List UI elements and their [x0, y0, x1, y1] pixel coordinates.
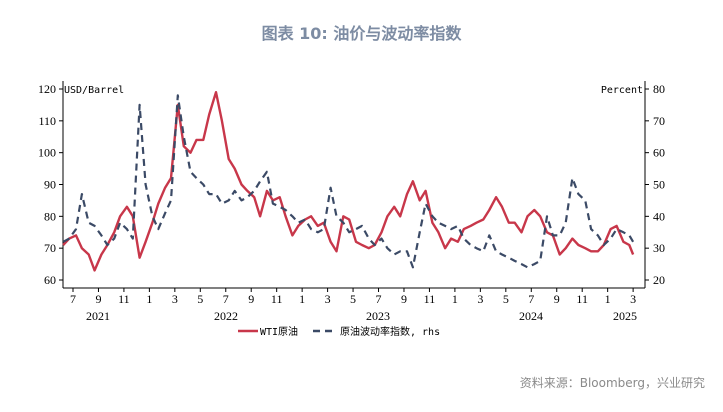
- right-tick-label: 20: [653, 273, 665, 287]
- x-year-label: 2024: [519, 309, 543, 323]
- x-tick-label: 7: [528, 292, 534, 306]
- x-tick-label: 11: [271, 292, 283, 306]
- right-tick-label: 30: [653, 241, 665, 255]
- right-axis-unit: Percent: [601, 85, 643, 96]
- x-tick-label: 1: [146, 292, 152, 306]
- x-tick-label: 1: [452, 292, 458, 306]
- legend-ovx-label: 原油波动率指数, rhs: [340, 325, 440, 338]
- right-tick-label: 80: [653, 82, 665, 96]
- x-tick-label: 3: [630, 292, 636, 306]
- x-tick-label: 11: [118, 292, 130, 306]
- axes: 60 70 80 90 100 110 120 20 30 40 50 60 70 80 USD/Barre…: [38, 81, 665, 323]
- x-tick-label: 11: [576, 292, 588, 306]
- x-tick-label: 7: [376, 292, 382, 306]
- x-tick-label: 7: [223, 292, 229, 306]
- left-tick-label: 80: [44, 209, 56, 223]
- left-tick-label: 120: [38, 82, 56, 96]
- left-axis-unit: USD/Barrel: [64, 85, 124, 96]
- x-year-label: 2022: [214, 309, 238, 323]
- left-tick-label: 100: [38, 146, 56, 160]
- x-tick-label: 3: [325, 292, 331, 306]
- ovx-line: [62, 94, 635, 269]
- left-tick-label: 90: [44, 178, 56, 192]
- x-tick-label: 5: [350, 292, 356, 306]
- right-tick-label: 40: [653, 209, 665, 223]
- x-tick-label: 1: [605, 292, 611, 306]
- legend-wti-label: WTI原油: [260, 325, 298, 338]
- x-year-label: 2021: [86, 309, 110, 323]
- x-tick-label: 3: [477, 292, 483, 306]
- x-tick-label: 5: [503, 292, 509, 306]
- x-tick-label: 3: [172, 292, 178, 306]
- x-tick-label: 9: [401, 292, 407, 306]
- left-tick-label: 70: [44, 241, 56, 255]
- right-tick-label: 60: [653, 146, 665, 160]
- source-note: 资料来源：Bloomberg，兴业研究: [519, 376, 705, 390]
- x-tick-label: 9: [248, 292, 254, 306]
- left-tick-label: 60: [44, 273, 56, 287]
- x-tick-label: 1: [299, 292, 305, 306]
- legend: WTI原油 原油波动率指数, rhs: [238, 325, 440, 338]
- chart-title: 图表 10: 油价与波动率指数: [261, 24, 462, 43]
- right-tick-label: 50: [653, 178, 665, 192]
- x-tick-label: 5: [197, 292, 203, 306]
- x-year-label: 2025: [613, 309, 637, 323]
- series-lines: [62, 90, 635, 272]
- wti-line: [62, 90, 635, 272]
- x-tick-label: 9: [554, 292, 560, 306]
- x-year-label: 2023: [366, 309, 390, 323]
- left-tick-label: 110: [38, 114, 56, 128]
- x-tick-label: 7: [70, 292, 76, 306]
- right-tick-label: 70: [653, 114, 665, 128]
- x-tick-label: 9: [95, 292, 101, 306]
- x-tick-label: 11: [424, 292, 436, 306]
